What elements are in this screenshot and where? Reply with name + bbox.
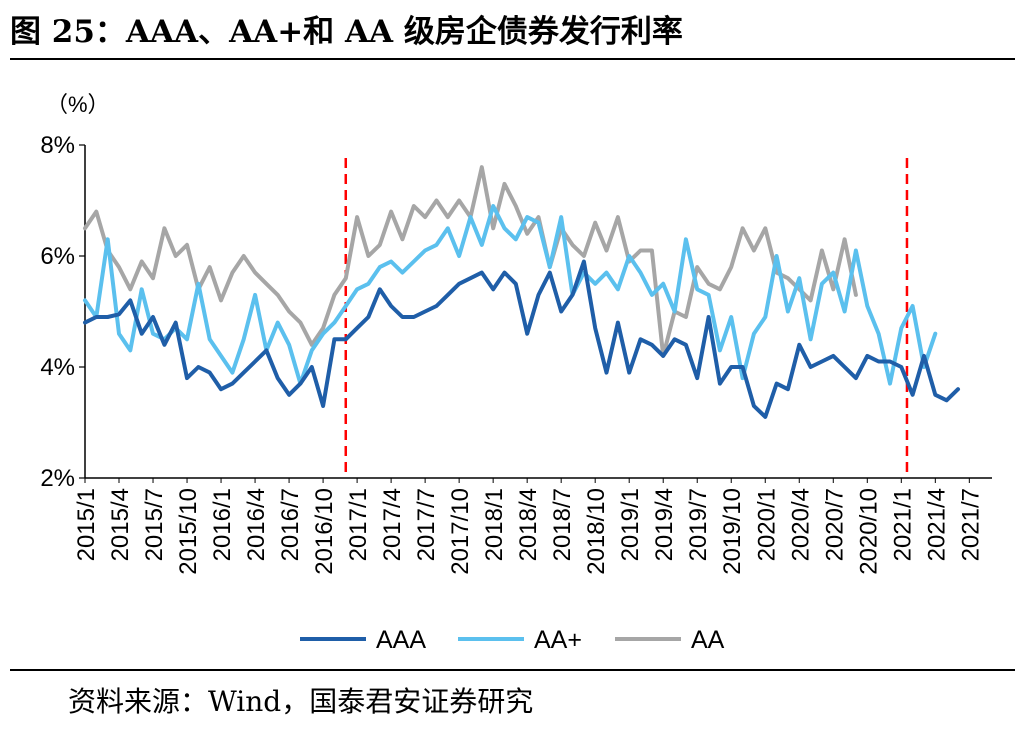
y-tick-label: 4% xyxy=(40,354,75,381)
x-tick-label: 2018/10 xyxy=(583,488,610,575)
x-tick-label: 2015/1 xyxy=(73,488,100,561)
series-lines xyxy=(83,165,960,419)
series-line-aaa xyxy=(83,259,960,419)
y-tick-label: 2% xyxy=(40,465,75,492)
chart-legend: AAA AA+ AA xyxy=(300,626,725,654)
rate-line-chart: 2% 4% 6% 8% 2015/1 2015/4 2015/7 2015/10 2016/1… xyxy=(40,92,992,654)
x-tick-label: 2016/1 xyxy=(209,488,236,561)
legend-label-aa-plus: AA+ xyxy=(534,626,582,654)
series-line-aa-plus xyxy=(83,204,938,386)
legend-label-aa: AA xyxy=(691,626,725,654)
x-tick-label: 2020/10 xyxy=(855,488,882,575)
legend-label-aaa: AAA xyxy=(376,626,426,654)
y-tick-label: 8% xyxy=(40,132,75,159)
x-tick-label: 2016/10 xyxy=(311,488,338,575)
y-axis: 2% 4% 6% 8% xyxy=(40,132,85,492)
source-note: 资料来源：Wind，国泰君安证券研究 xyxy=(68,685,534,718)
figure-title: 图 25：AAA、AA+和 AA 级房企债券发行利率 xyxy=(10,14,683,50)
x-tick-label: 2019/4 xyxy=(651,488,678,561)
x-tick-label: 2018/1 xyxy=(481,488,508,561)
x-tick-label: 2015/4 xyxy=(107,488,134,561)
source-divider xyxy=(10,669,1015,671)
x-tick-label: 2017/1 xyxy=(345,488,372,561)
x-tick-label: 2018/7 xyxy=(549,488,576,561)
x-axis: 2015/1 2015/4 2015/7 2015/10 2016/1 2016/4 201… xyxy=(73,478,984,575)
x-tick-label: 2019/1 xyxy=(617,488,644,561)
x-tick-label: 2020/1 xyxy=(753,488,780,561)
x-tick-label: 2021/1 xyxy=(889,488,916,561)
x-tick-label: 2018/4 xyxy=(515,488,542,561)
series-line-aa xyxy=(83,165,858,358)
x-tick-label: 2016/7 xyxy=(277,488,304,561)
x-tick-label: 2015/10 xyxy=(175,488,202,575)
x-tick-label: 2019/7 xyxy=(685,488,712,561)
title-divider xyxy=(10,58,1015,60)
y-unit-label: （%） xyxy=(46,92,110,117)
x-tick-label: 2021/7 xyxy=(957,488,984,561)
policy-markers xyxy=(344,158,909,478)
x-tick-label: 2016/4 xyxy=(243,488,270,561)
x-tick-label: 2017/4 xyxy=(379,488,406,561)
x-tick-label: 2015/7 xyxy=(141,488,168,561)
x-tick-label: 2019/10 xyxy=(719,488,746,575)
x-tick-label: 2021/4 xyxy=(923,488,950,561)
y-tick-label: 6% xyxy=(40,243,75,270)
x-tick-label: 2017/10 xyxy=(447,488,474,575)
plot-frame xyxy=(84,145,992,479)
x-tick-label: 2020/7 xyxy=(821,488,848,561)
x-tick-label: 2017/7 xyxy=(413,488,440,561)
x-tick-label: 2020/4 xyxy=(787,488,814,561)
